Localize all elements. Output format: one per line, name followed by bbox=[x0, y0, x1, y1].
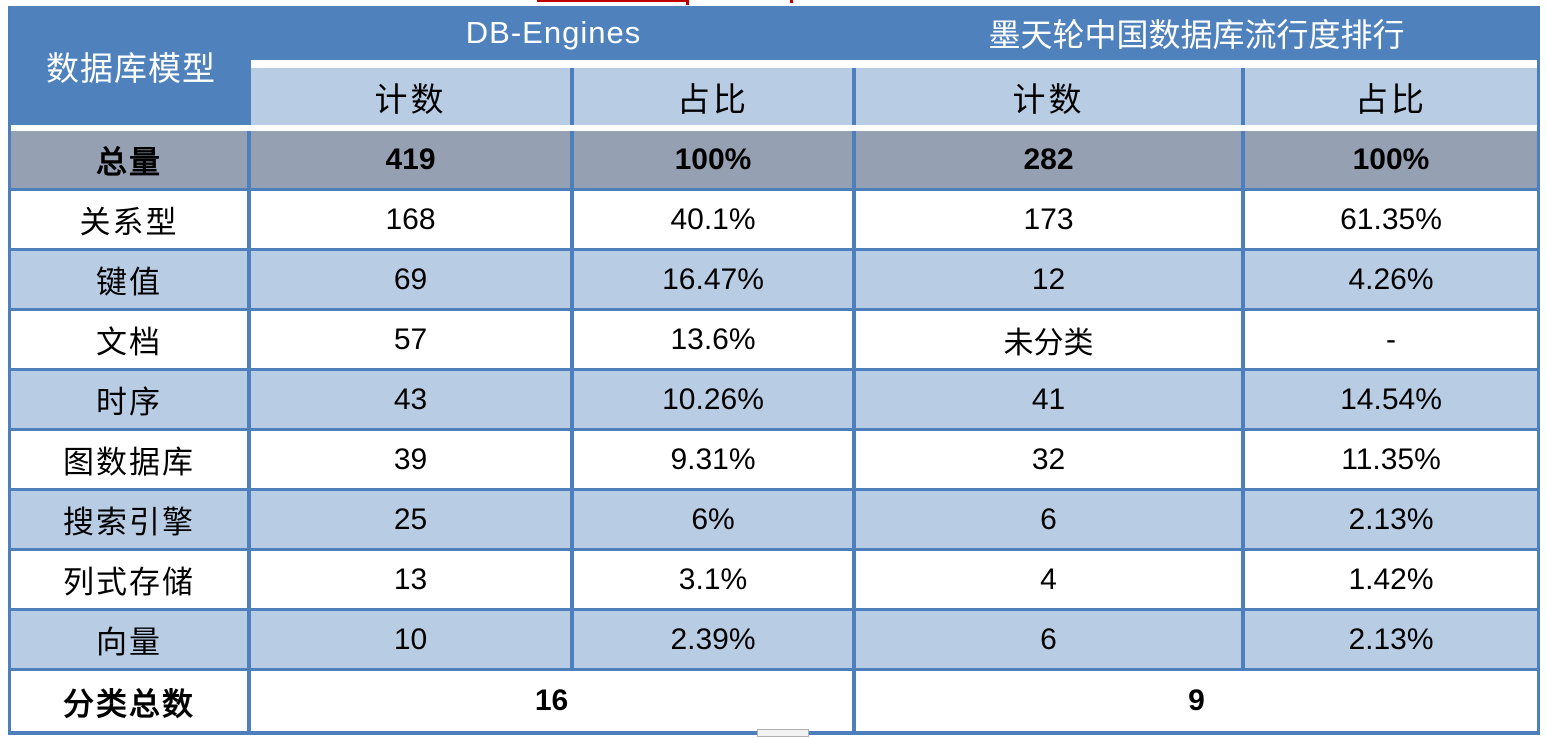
cell-value: 57 bbox=[251, 311, 574, 368]
subheader-share-modb: 占比 bbox=[1245, 68, 1537, 125]
cell-value: 2.13% bbox=[1348, 502, 1434, 536]
cell-value: 4.26% bbox=[1348, 262, 1434, 296]
row-label: 关系型 bbox=[11, 191, 251, 248]
cell-value: 3.1% bbox=[574, 551, 856, 608]
total-count-dbengines: 419 bbox=[251, 131, 574, 188]
cell-value: 6% bbox=[574, 491, 856, 548]
category-total-modb: 9 bbox=[1188, 684, 1205, 717]
group-header-modb: 墨天轮中国数据库流行度排行 bbox=[856, 6, 1537, 60]
cell-value: 11.35% bbox=[1341, 442, 1441, 476]
table-row-keyvalue: 键值 69 16.47% 12 4.26% bbox=[11, 248, 1537, 308]
cell-value: 14.54% bbox=[1340, 382, 1442, 416]
row-label: 分类总数 bbox=[11, 671, 251, 731]
cell-value: 10.26% bbox=[574, 371, 856, 428]
cell-value: 4 bbox=[856, 551, 1245, 608]
table-row-document: 文档 57 13.6% 未分类 - bbox=[11, 308, 1537, 368]
table-row-vector: 向量 10 2.39% 6 2.13% bbox=[11, 608, 1537, 668]
red-tick-artifact bbox=[686, 0, 689, 5]
cell-value: 9.31% bbox=[574, 431, 856, 488]
category-total-dbengines: 16 bbox=[251, 671, 856, 731]
cell-value: 6 bbox=[856, 611, 1245, 668]
subheader-count-modb: 计数 bbox=[856, 68, 1245, 125]
database-model-comparison-table: 数据库模型 DB-Engines 墨天轮中国数据库流行度排行 计数 占比 计数 … bbox=[8, 6, 1540, 735]
total-share-dbengines: 100% bbox=[574, 131, 856, 188]
cell-value: 12 bbox=[856, 251, 1245, 308]
header-gap bbox=[11, 60, 1537, 68]
cell-value: 10 bbox=[251, 611, 574, 668]
col-header-database-model: 数据库模型 bbox=[11, 6, 251, 125]
header-body-separator bbox=[11, 125, 1537, 131]
table-row-relational: 关系型 168 40.1% 173 61.35% bbox=[11, 188, 1537, 248]
row-label: 键值 bbox=[11, 251, 251, 308]
row-label: 搜索引擎 bbox=[11, 491, 251, 548]
cell-value: 40.1% bbox=[574, 191, 856, 248]
table-row-graph: 图数据库 39 9.31% 32 11.35% bbox=[11, 428, 1537, 488]
table-header: 数据库模型 DB-Engines 墨天轮中国数据库流行度排行 计数 占比 计数 … bbox=[11, 6, 1537, 125]
cell-value: 173 bbox=[856, 191, 1245, 248]
cell-value: 41 bbox=[856, 371, 1245, 428]
group-header-row: DB-Engines 墨天轮中国数据库流行度排行 bbox=[11, 6, 1537, 60]
subheader-count-dbengines: 计数 bbox=[251, 68, 574, 125]
cell-value: 69 bbox=[251, 251, 574, 308]
subheader-share-dbengines: 占比 bbox=[574, 68, 856, 125]
cell-value: 61.35% bbox=[1340, 202, 1442, 236]
table-row-total: 总量 419 100% 282 100% bbox=[11, 131, 1537, 188]
row-label: 总量 bbox=[11, 131, 251, 188]
cell-value: 43 bbox=[251, 371, 574, 428]
table-row-searchengine: 搜索引擎 25 6% 6 2.13% bbox=[11, 488, 1537, 548]
total-count-modb: 282 bbox=[856, 131, 1245, 188]
row-label: 文档 bbox=[11, 311, 251, 368]
cell-value: 39 bbox=[251, 431, 574, 488]
cell-value: 1.42% bbox=[1348, 562, 1434, 596]
group-header-db-engines: DB-Engines bbox=[251, 6, 856, 60]
row-label: 图数据库 bbox=[11, 431, 251, 488]
cell-value: 13 bbox=[251, 551, 574, 608]
red-underline-artifact bbox=[537, 0, 688, 2]
cell-value: 168 bbox=[251, 191, 574, 248]
table-row-category-total: 分类总数 16 9 bbox=[11, 668, 1537, 731]
cell-value: 2.39% bbox=[574, 611, 856, 668]
row-label: 时序 bbox=[11, 371, 251, 428]
table-row-columnar: 列式存储 13 3.1% 4 1.42% bbox=[11, 548, 1537, 608]
cell-value: 32 bbox=[856, 431, 1245, 488]
cell-value: 2.13% bbox=[1348, 622, 1434, 656]
cell-value: 25 bbox=[251, 491, 574, 548]
table-body: 关系型 168 40.1% 173 61.35% 键值 69 16.47% 12… bbox=[11, 188, 1537, 668]
row-label: 向量 bbox=[11, 611, 251, 668]
cell-value: 13.6% bbox=[574, 311, 856, 368]
scrollbar-fragment[interactable] bbox=[757, 729, 809, 737]
cell-value: - bbox=[1386, 322, 1396, 356]
row-label: 列式存储 bbox=[11, 551, 251, 608]
total-share-modb: 100% bbox=[1352, 142, 1430, 176]
sub-header-row: 计数 占比 计数 占比 bbox=[11, 68, 1537, 125]
cell-value: 未分类 bbox=[856, 311, 1245, 368]
cell-value: 16.47% bbox=[574, 251, 856, 308]
cell-value: 6 bbox=[856, 491, 1245, 548]
red-tick-artifact-2 bbox=[790, 0, 793, 3]
table-row-timeseries: 时序 43 10.26% 41 14.54% bbox=[11, 368, 1537, 428]
